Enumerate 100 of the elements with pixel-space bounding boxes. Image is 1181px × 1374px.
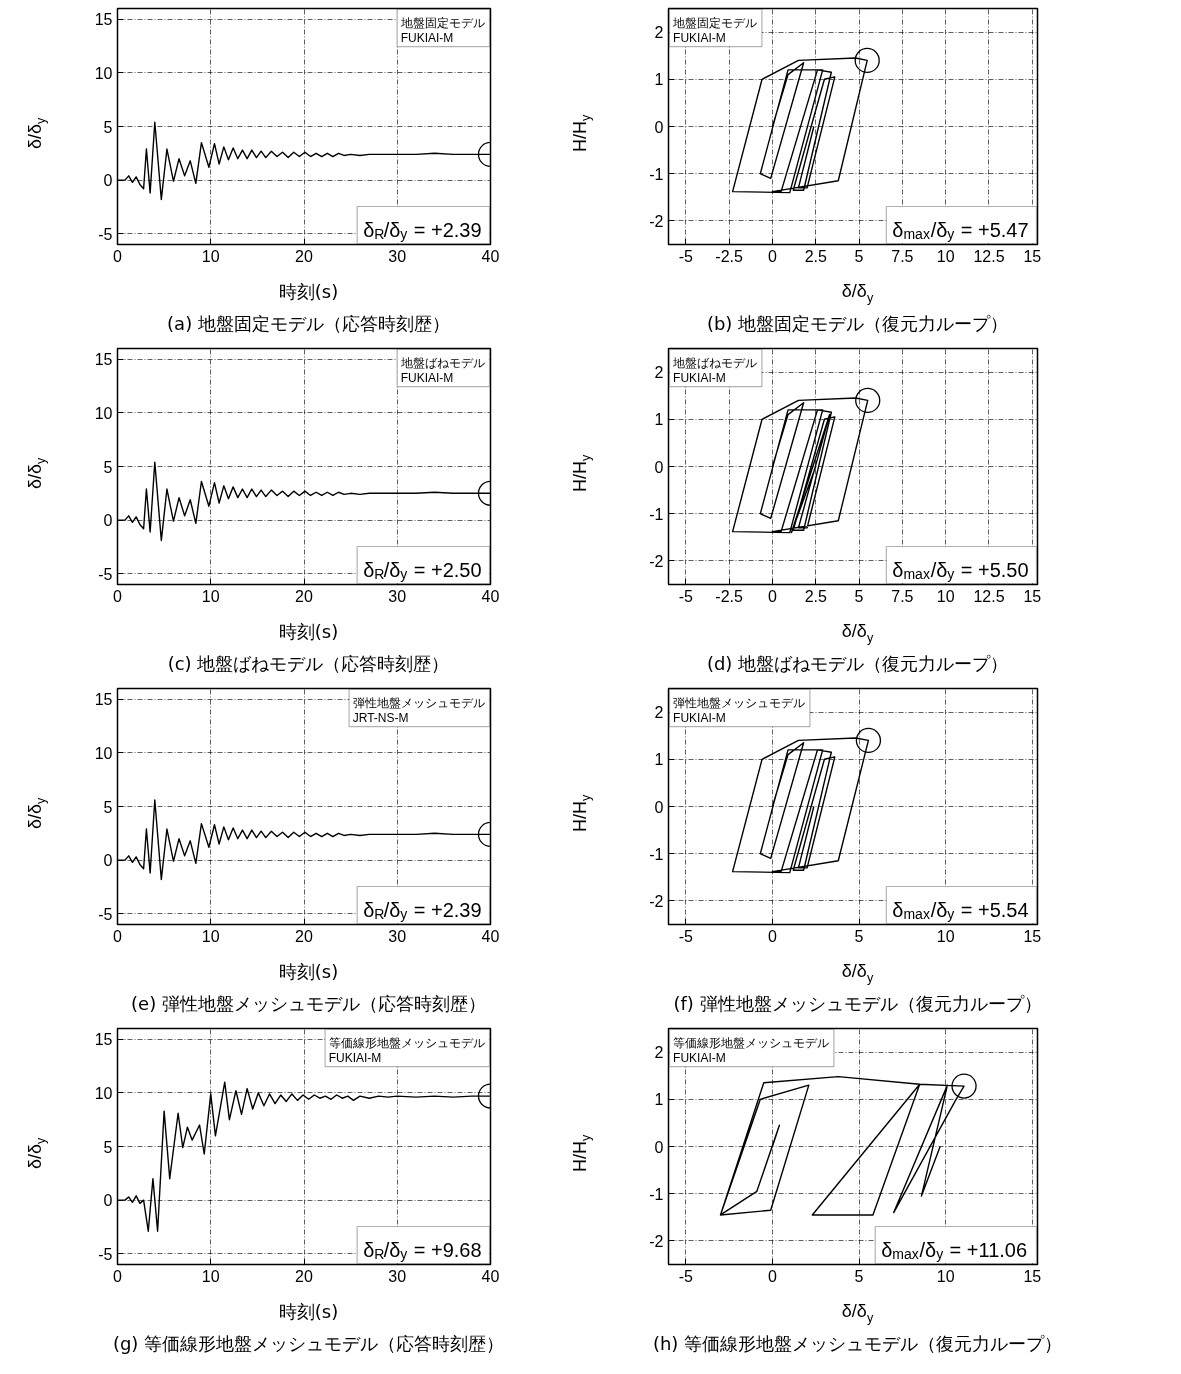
x-axis-title: δ/δ$_{y}$	[840, 960, 875, 987]
y-tick-label: -5	[98, 1245, 113, 1263]
y-tick-label: 10	[94, 744, 113, 762]
x-tick-label: -5	[678, 247, 694, 265]
x-tick-label: 5	[854, 587, 864, 605]
x-tick-label: 30	[388, 927, 407, 945]
x-tick-label: 20	[295, 1267, 313, 1285]
y-tick-label: 5	[103, 798, 113, 816]
x-tick-label: 5	[854, 927, 864, 945]
annotation: 等価線形地盤メッシュモデル FUKIAI-M	[673, 1036, 830, 1066]
y-tick-label: 2	[654, 364, 664, 382]
x-tick-label: 15	[1023, 1267, 1042, 1285]
x-tick-label: 20	[295, 927, 313, 945]
x-tick-label: 7.5	[891, 587, 914, 605]
y-tick-label: -5	[98, 565, 113, 583]
x-tick-label: 10	[936, 1267, 955, 1285]
x-tick-label: 12.5	[973, 247, 1005, 265]
x-tick-label: 5	[854, 1267, 864, 1285]
y-tick-label: -5	[98, 905, 113, 923]
text: (d) 地盤ばねモデル（復元力ループ）	[705, 652, 1010, 676]
x-axis-title: 時刻(s)	[277, 620, 340, 644]
x-tick-label: 2.5	[804, 247, 827, 265]
text: (c) 地盤ばねモデル（応答時刻歴）	[166, 652, 451, 676]
x-axis-title: 時刻(s)	[277, 960, 340, 984]
x-tick-label: 30	[388, 247, 407, 265]
x-tick-label: 15	[1023, 587, 1042, 605]
annotation: 地盤固定モデル FUKIAI-M	[399, 16, 485, 46]
x-tick-label: 15	[1023, 927, 1042, 945]
y-tick-label: 1	[654, 1091, 664, 1109]
text: (a) 地盤固定モデル（応答時刻歴）	[166, 312, 451, 336]
annotation: 地盤固定モデル FUKIAI-M	[672, 16, 758, 46]
y-tick-label: 15	[94, 1031, 113, 1049]
text: (e) 弾性地盤メッシュモデル（応答時刻歴）	[130, 992, 487, 1016]
x-tick-label: -2.5	[715, 247, 744, 265]
y-tick-label: 0	[103, 512, 113, 530]
y-tick-label: -1	[649, 165, 664, 183]
x-axis-title: δ/δ$_{y}$	[840, 620, 875, 647]
y-tick-label: -5	[98, 225, 113, 243]
text: (h) 等価線形地盤メッシュモデル（復元力ループ）	[651, 1332, 1064, 1356]
x-tick-label: 10	[201, 247, 220, 265]
x-tick-label: 40	[481, 587, 500, 605]
x-tick-label: 5	[854, 247, 864, 265]
x-tick-label: 10	[201, 927, 220, 945]
x-tick-label: 40	[481, 1267, 500, 1285]
y-tick-label: -1	[649, 505, 664, 523]
x-tick-label: 2.5	[804, 587, 827, 605]
x-axis-title: δ/δ$_{y}$	[840, 1300, 875, 1327]
x-tick-label: 10	[936, 927, 955, 945]
x-axis-title: 時刻(s)	[277, 1300, 340, 1324]
annotation: 地盤ばねモデル FUKIAI-M	[399, 356, 485, 386]
x-tick-label: 0	[767, 587, 777, 605]
x-tick-label: 10	[936, 247, 955, 265]
x-tick-label: 20	[295, 247, 313, 265]
y-tick-label: 0	[103, 1192, 113, 1210]
x-axis-title: 時刻(s)	[277, 280, 340, 304]
y-tick-label: -1	[649, 1185, 664, 1203]
y-tick-label: 0	[654, 1138, 664, 1156]
x-tick-label: -5	[678, 587, 694, 605]
x-tick-label: 40	[481, 247, 500, 265]
x-tick-label: -2.5	[715, 587, 744, 605]
y-tick-label: -2	[649, 212, 664, 230]
x-tick-label: 0	[767, 247, 777, 265]
annotation: 弾性地盤メッシュモデル FUKIAI-M	[673, 696, 806, 726]
annotation: 弾性地盤メッシュモデル JRT-NS-M	[352, 696, 485, 726]
x-tick-label: 40	[481, 927, 500, 945]
text: (g) 等価線形地盤メッシュモデル（応答時刻歴）	[111, 1332, 506, 1356]
y-tick-label: 5	[103, 118, 113, 136]
y-tick-label: 5	[103, 458, 113, 476]
y-tick-label: 2	[654, 24, 664, 42]
x-tick-label: -5	[678, 927, 694, 945]
text: (f) 弾性地盤メッシュモデル（復元力ループ）	[672, 992, 1043, 1016]
y-tick-label: -2	[649, 892, 664, 910]
y-tick-label: -1	[649, 845, 664, 863]
x-tick-label: 0	[767, 927, 777, 945]
x-tick-label: 30	[388, 587, 407, 605]
y-tick-label: 0	[654, 118, 664, 136]
y-tick-label: 0	[103, 852, 113, 870]
y-tick-label: 10	[94, 404, 113, 422]
text: (b) 地盤固定モデル（復元力ループ）	[705, 312, 1010, 336]
y-tick-label: 10	[94, 64, 113, 82]
x-tick-label: 0	[767, 1267, 777, 1285]
y-tick-label: -2	[649, 552, 664, 570]
y-tick-label: -2	[649, 1232, 664, 1250]
annotation: 等価線形地盤メッシュモデル FUKIAI-M	[328, 1036, 485, 1066]
y-tick-label: 0	[103, 172, 113, 190]
y-tick-label: 5	[103, 1138, 113, 1156]
y-tick-label: 1	[654, 751, 664, 769]
x-tick-label: 7.5	[891, 247, 914, 265]
x-tick-label: 10	[201, 1267, 220, 1285]
x-tick-label: 15	[1023, 247, 1042, 265]
y-tick-label: 0	[654, 798, 664, 816]
y-tick-label: 15	[94, 351, 113, 369]
x-tick-label: -5	[678, 1267, 694, 1285]
annotation: 地盤ばねモデル FUKIAI-M	[672, 356, 758, 386]
y-tick-label: 1	[654, 411, 664, 429]
y-tick-label: 2	[654, 1044, 664, 1062]
y-tick-label: 1	[654, 71, 664, 89]
x-tick-label: 30	[388, 1267, 407, 1285]
y-tick-label: 2	[654, 704, 664, 722]
x-tick-label: 12.5	[973, 587, 1005, 605]
